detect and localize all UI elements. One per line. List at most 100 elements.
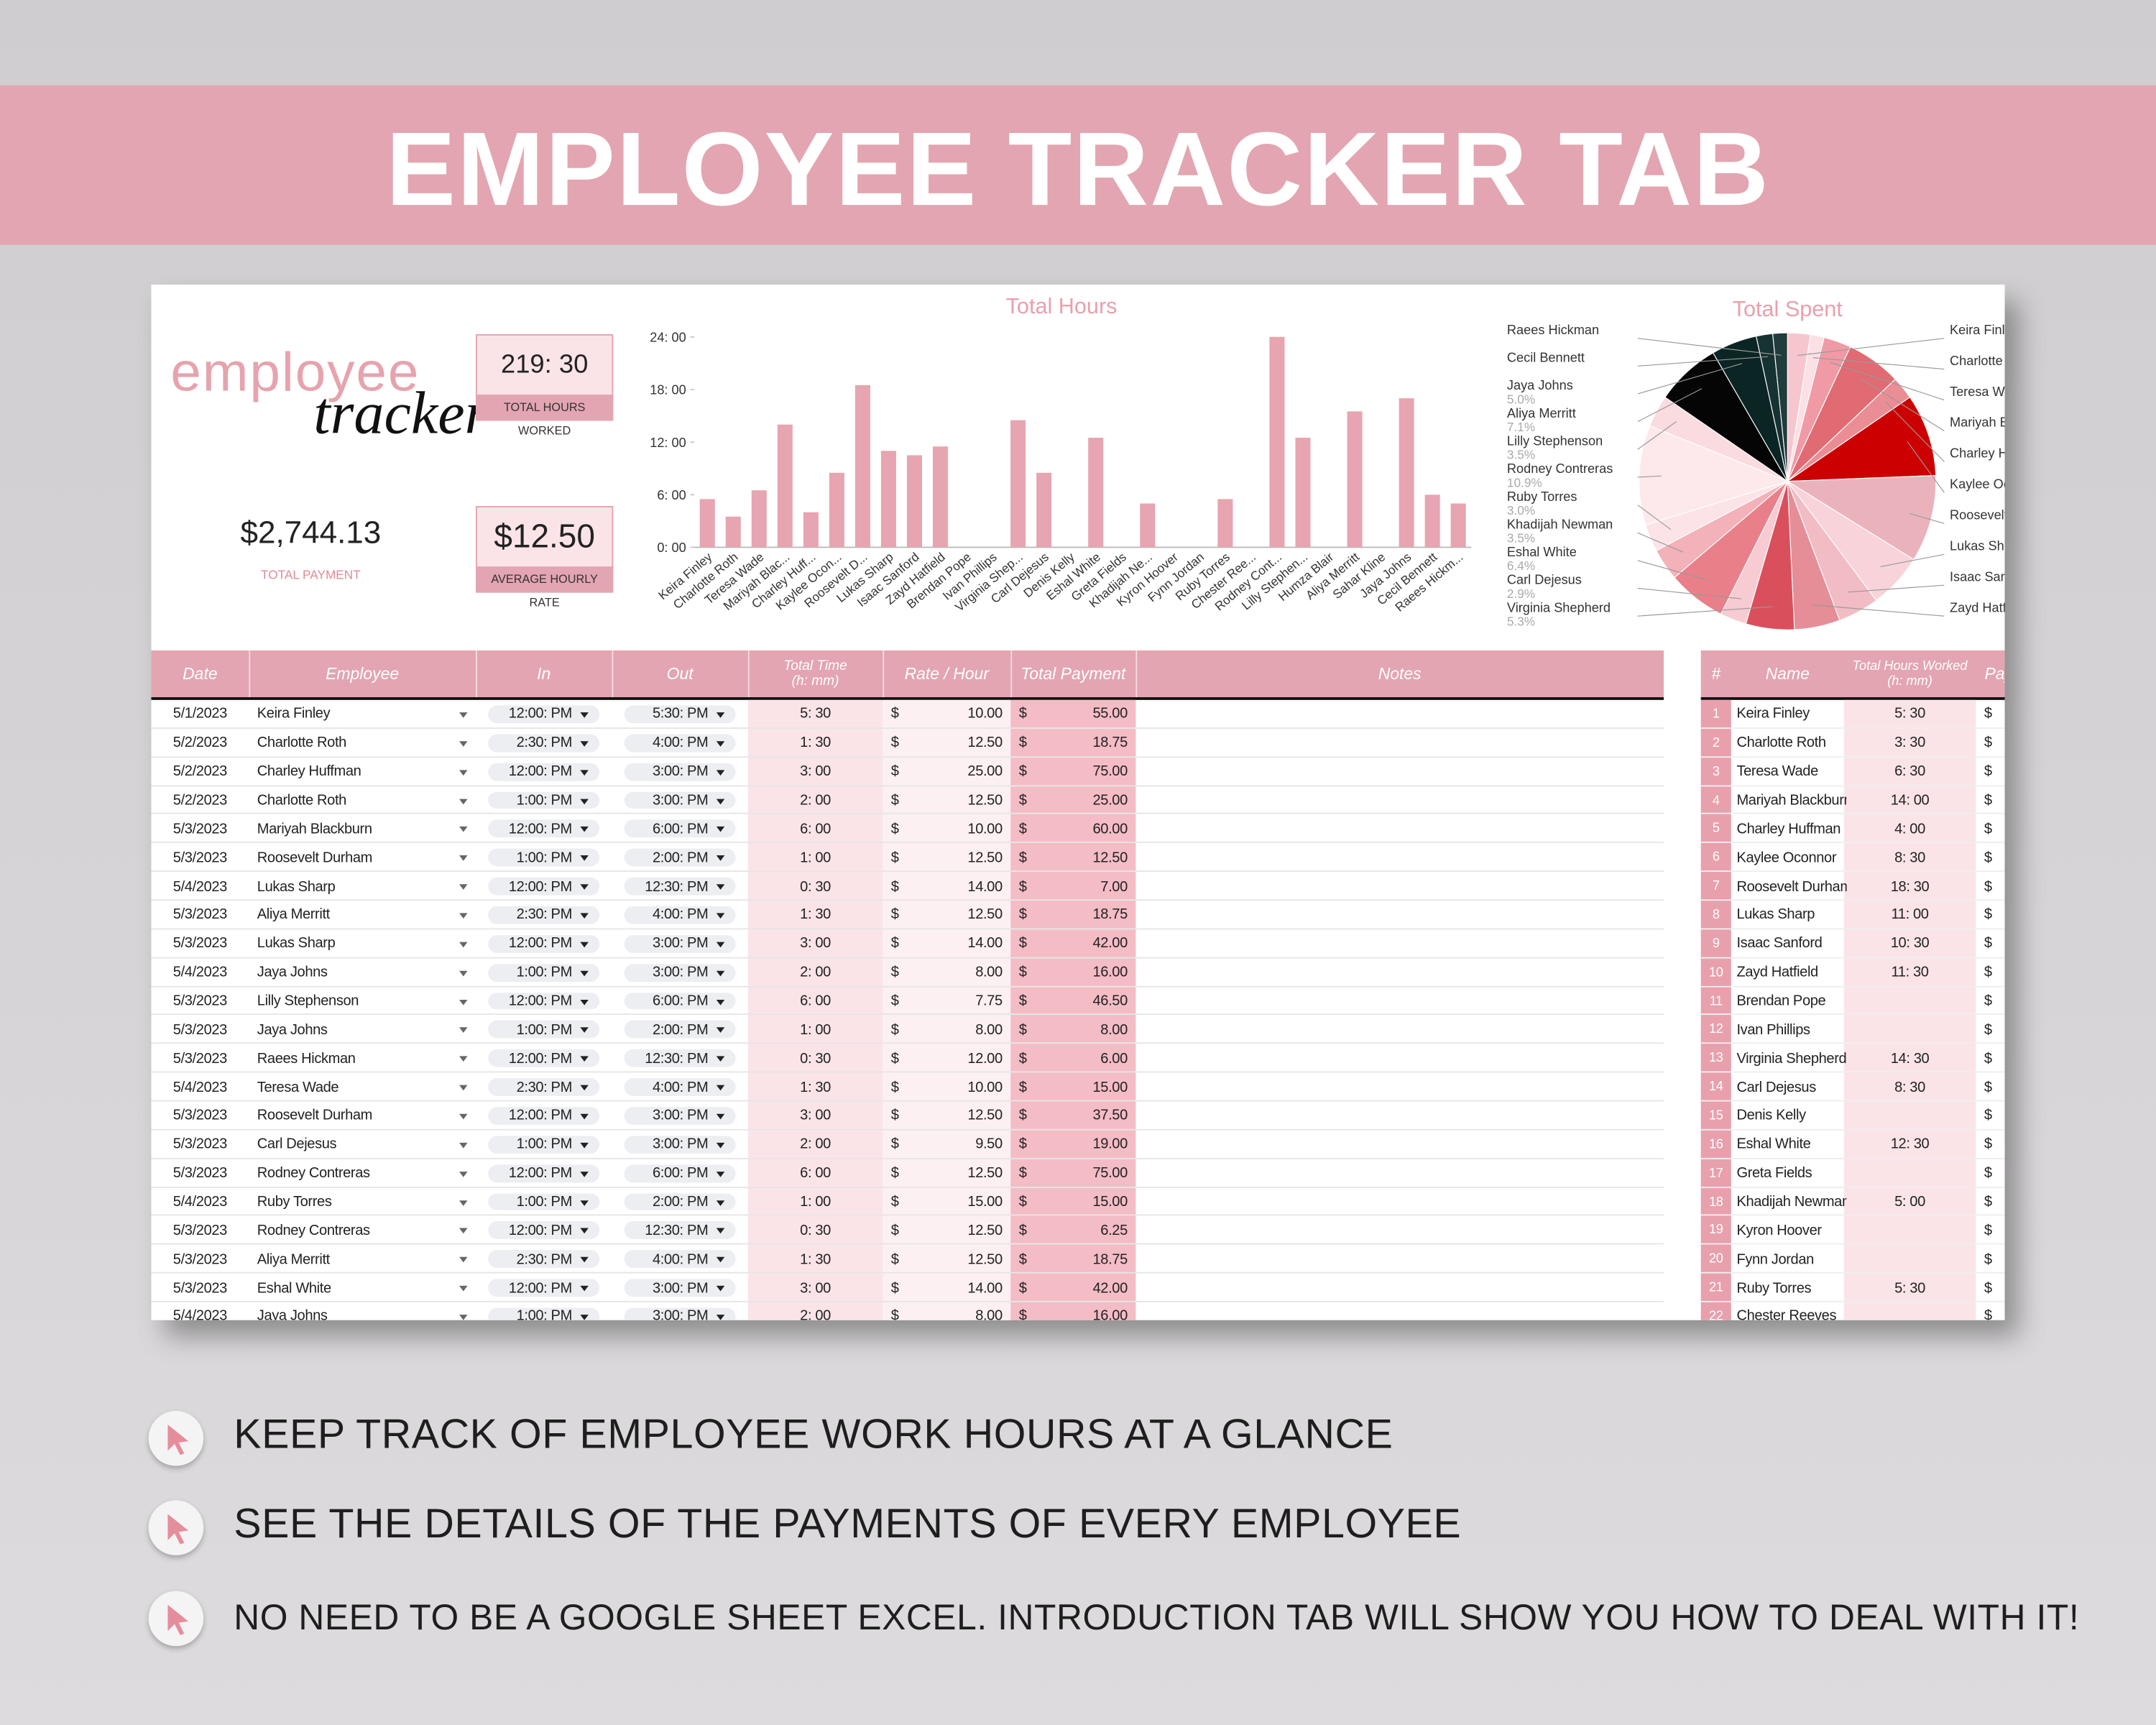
bullet-icon [148,1591,204,1647]
column-header: Name [1731,650,1844,697]
rate-cell: 12.50 [967,1251,1003,1268]
hours-cell: 6: 30 [1894,763,1925,781]
dropdown-arrow [459,740,468,747]
charts-area: Total Hours 0: 00 6: 00 12: 00 18: 00 24: 00 K… [650,294,2005,630]
currency: $ [1984,735,1992,752]
chart-title: Total Spent [1733,297,1843,321]
name-cell: Charlotte Roth [1736,735,1826,752]
hours-cell: 10: 30 [1890,935,1930,952]
pie-label: Zayd Hatfield [1950,600,2005,615]
currency: $ [1018,1079,1027,1096]
in-cell: 1:00: PM [516,792,572,809]
leader-line [1637,475,1662,478]
out-cell: 4:00: PM [652,906,709,924]
dropdown-arrow [459,1085,468,1091]
date-cell: 5/4/2023 [172,964,228,981]
row-line [151,1272,1664,1274]
employee-cell: Charlotte Roth [257,735,347,752]
column-fill [1843,699,1976,1320]
out-cell: 5:30: PM [652,706,709,723]
out-cell: 12:30: PM [645,1050,709,1067]
name-cell: Charley Huffman [1736,820,1841,837]
currency: $ [1018,1050,1027,1067]
dropdown-arrow [580,884,589,891]
row-line [151,1042,1664,1044]
pie-label: Jaya Johns [1507,378,1573,392]
currency: $ [890,1164,899,1182]
leader-line [1637,606,1773,617]
rate-cell: 12.50 [967,1222,1003,1239]
row-line [151,870,1664,873]
bar [1088,438,1104,548]
pie-value-label: 3.5% [1507,531,1535,546]
name-cell: Zayd Hatfield [1736,964,1818,981]
dropdown-arrow [459,798,468,804]
payment-cell: 75.00 [1092,763,1128,781]
row-line [1700,727,2005,729]
dropdown-arrow [459,1142,468,1149]
bar [803,512,819,548]
pie-label: Carl Dejesus [1507,573,1582,587]
column-divider [612,650,614,698]
pie-slice [1639,425,1789,526]
name-cell: Ivan Phillips [1736,1021,1810,1039]
bullet-text: SEE THE DETAILS OF THE PAYMENTS OF EVERY… [234,1502,1462,1548]
employee-cell: Jaya Johns [257,1021,328,1039]
name-cell: Greta Fields [1736,1164,1812,1182]
out-cell: 4:00: PM [652,1079,709,1096]
in-cell: 12:00: PM [508,1108,572,1125]
currency: $ [1984,1136,1992,1153]
pie-slice [1786,396,1937,482]
leader-line [1797,338,1945,356]
pie-value-label: 3.5% [1507,448,1535,462]
row-line [1700,813,2005,815]
dropdown-arrow [716,1142,725,1149]
dropdown-arrow [580,970,589,976]
row-number: 16 [1709,1136,1723,1152]
in-cell: 12:00: PM [508,820,572,837]
rate-cell: 8.00 [975,1308,1003,1320]
payment-cell: 46.50 [1092,993,1128,1010]
employee-cell: Charley Huffman [257,763,361,781]
hours-cell: 5: 00 [1894,1193,1925,1210]
out-cell: 3:00: PM [652,763,709,781]
hours-cell: 8: 30 [1894,1079,1925,1096]
date-cell: 5/2/2023 [172,763,228,781]
currency: $ [1018,1164,1027,1182]
currency: $ [890,792,899,809]
pie-label: Mariyah Blackburn [1950,415,2005,430]
dropdown-arrow [459,1200,468,1206]
column-header-text: # [1711,663,1721,683]
date-cell: 5/3/2023 [172,1050,228,1067]
dropdown-arrow [459,970,468,976]
leader-line [1907,441,1945,493]
time-pill [488,1307,600,1320]
payment-cell: 15.00 [1092,1079,1128,1096]
in-cell: 12:00: PM [508,878,572,895]
currency: $ [1018,878,1027,895]
hours-cell: 18: 30 [1890,878,1930,895]
time-cell: 0: 30 [800,1050,831,1067]
column-header-text: Total Payment [1021,663,1126,683]
dropdown-arrow [716,769,725,776]
pie-value-label: 5.3% [1507,615,1535,629]
pie-slice [1786,474,1937,561]
bar [1269,336,1285,548]
currency: $ [890,1079,899,1096]
header-rule [151,697,1664,700]
row-number: 11 [1709,993,1723,1009]
rate-cell: 10.00 [967,706,1003,723]
pie-label: Teresa Wade [1950,385,2005,399]
leader-line [1861,378,1945,431]
bar [699,499,715,548]
rate-cell: 12.50 [967,849,1003,866]
column-fill [883,699,1011,1320]
rate-cell: 14.00 [967,1279,1003,1297]
rate-cell: 14.00 [967,878,1003,895]
currency: $ [890,820,899,837]
bar [1217,499,1233,548]
currency: $ [890,1193,899,1210]
row-number: 14 [1709,1080,1723,1095]
row-number: 13 [1709,1051,1723,1067]
